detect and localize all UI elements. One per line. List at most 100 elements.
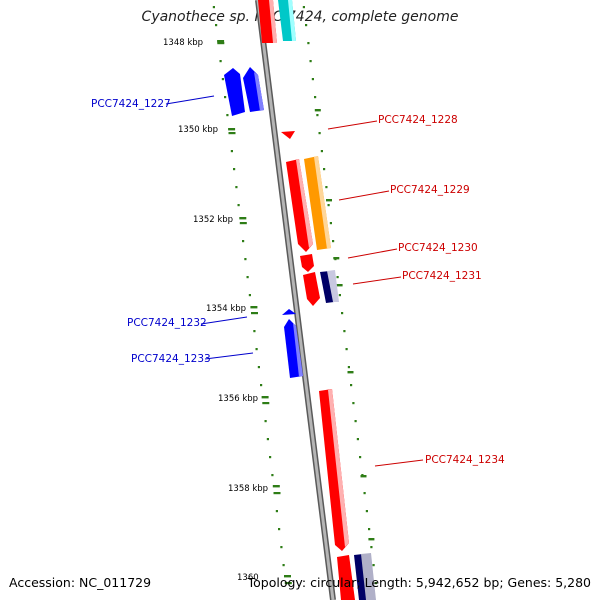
scale-tick xyxy=(341,312,344,315)
scale-tick xyxy=(363,492,366,495)
gene-label-pcc7424-1227[interactable]: PCC7424_1227 xyxy=(91,98,171,110)
scale-tick xyxy=(264,420,267,423)
scale-tick-major xyxy=(272,485,280,488)
scale-tick xyxy=(350,384,353,387)
scale-tick-major xyxy=(239,217,247,220)
scale-tick xyxy=(260,384,263,387)
gene-pcc7424-1227-a[interactable] xyxy=(224,68,245,116)
scale-tick xyxy=(253,330,256,333)
scale-tick xyxy=(336,276,339,279)
scale-tick xyxy=(242,240,245,243)
scale-tick xyxy=(359,456,362,459)
scale-tick xyxy=(278,528,281,531)
scale-tick xyxy=(226,114,229,117)
scale-tick-minor xyxy=(360,475,367,478)
gene-top-cyan-shade xyxy=(288,0,296,41)
scale-tick xyxy=(354,420,357,423)
scale-tick xyxy=(217,42,225,45)
scale-label: 1352 kbp xyxy=(193,215,233,225)
scale-tick xyxy=(332,240,335,243)
scale-label: 1356 kbp xyxy=(218,394,258,404)
gene-label-pcc7424-1229[interactable]: PCC7424_1229 xyxy=(390,184,470,196)
scale-tick xyxy=(372,564,375,567)
scale-tick xyxy=(233,168,236,171)
gene-label-pcc7424-1232[interactable]: PCC7424_1232 xyxy=(127,317,207,329)
scale-tick xyxy=(327,204,330,207)
gene-label-pcc7424-1231[interactable]: PCC7424_1231 xyxy=(402,270,482,282)
scale-label: 1354 kbp xyxy=(206,304,246,314)
accession-text: Accession: NC_011729 xyxy=(9,575,152,590)
scale-tick-minor xyxy=(347,371,354,374)
scale-tick-major xyxy=(261,396,269,399)
scale-tick xyxy=(365,510,368,513)
gene-bottom-red[interactable] xyxy=(337,555,355,600)
gene-label-pcc7424-1233[interactable]: PCC7424_1233 xyxy=(131,353,211,365)
scale-tick xyxy=(273,492,281,495)
scale-tick xyxy=(368,528,371,531)
scale-ticks xyxy=(212,6,377,585)
scale-tick xyxy=(215,24,218,27)
gene-bottom-navy[interactable] xyxy=(354,554,368,600)
scale-tick-minor xyxy=(333,257,340,260)
scale-tick xyxy=(212,6,215,9)
scale-tick xyxy=(311,78,314,81)
scale-tick xyxy=(219,60,222,63)
gene-pcc7424-1230[interactable] xyxy=(300,254,314,272)
gene-top-red-shade xyxy=(269,0,277,43)
scale-tick xyxy=(246,276,249,279)
scale-tick xyxy=(370,546,373,549)
gene-labels: PCC7424_1227 PCC7424_1228 PCC7424_1229 P… xyxy=(91,98,505,466)
scale-tick xyxy=(282,564,285,567)
scale-tick xyxy=(314,96,317,99)
scale-tick xyxy=(302,6,305,9)
gene-pcc7424-1228[interactable] xyxy=(281,131,295,139)
scale-tick xyxy=(224,96,227,99)
scale-tick xyxy=(244,258,247,261)
scale-tick-minor xyxy=(368,538,375,541)
scale-tick xyxy=(284,582,292,585)
scale-tick xyxy=(329,222,332,225)
scale-tick xyxy=(374,582,377,585)
scale-tick xyxy=(280,546,283,549)
scale-tick xyxy=(239,222,247,225)
scale-tick xyxy=(251,312,258,315)
scale-tick xyxy=(248,294,251,297)
scale-tick xyxy=(316,114,319,117)
scale-tick xyxy=(237,204,240,207)
scale-tick xyxy=(323,168,326,171)
gene-label-pcc7424-1228[interactable]: PCC7424_1228 xyxy=(378,114,458,126)
scale-tick xyxy=(320,150,323,153)
gene-label-pcc7424-1234[interactable]: PCC7424_1234 xyxy=(425,454,505,466)
gene-label-pcc7424-1230[interactable]: PCC7424_1230 xyxy=(398,242,478,254)
scale-tick xyxy=(257,366,260,369)
genome-stats-text: Topology: circular; Length: 5,942,652 bp… xyxy=(247,575,591,590)
map-title: Cyanothece sp. PCC 7424, complete genome xyxy=(141,9,459,25)
scale-label: 1358 kbp xyxy=(228,484,268,494)
gene-pcc7424-1231-red[interactable] xyxy=(303,272,320,306)
scale-tick xyxy=(255,348,258,351)
gene-pcc7424-1232[interactable] xyxy=(282,309,296,315)
gene-pcc7424-1231-shade xyxy=(327,270,339,302)
scale-label: 1348 kbp xyxy=(163,38,203,48)
scale-tick xyxy=(309,60,312,63)
genome-axis xyxy=(255,0,336,600)
scale-tick-major xyxy=(217,40,225,43)
scale-tick xyxy=(221,78,224,81)
gene-bottom-shade xyxy=(361,553,376,600)
scale-tick xyxy=(271,474,274,477)
scale-tick xyxy=(266,438,269,441)
gene-pcc7424-1234-shade xyxy=(328,389,349,547)
scale-tick-major xyxy=(228,128,236,131)
scale-tick-minor xyxy=(314,109,321,112)
scale-tick xyxy=(318,132,321,135)
scale-tick xyxy=(356,438,359,441)
scale-tick xyxy=(338,294,341,297)
scale-tick xyxy=(305,24,308,27)
scale-label: 1350 kbp xyxy=(178,125,218,135)
scale-tick xyxy=(269,456,272,459)
label-leader-lines xyxy=(165,95,424,467)
scale-tick xyxy=(343,330,346,333)
scale-label: 1360 xyxy=(237,573,259,583)
scale-tick xyxy=(275,510,278,513)
